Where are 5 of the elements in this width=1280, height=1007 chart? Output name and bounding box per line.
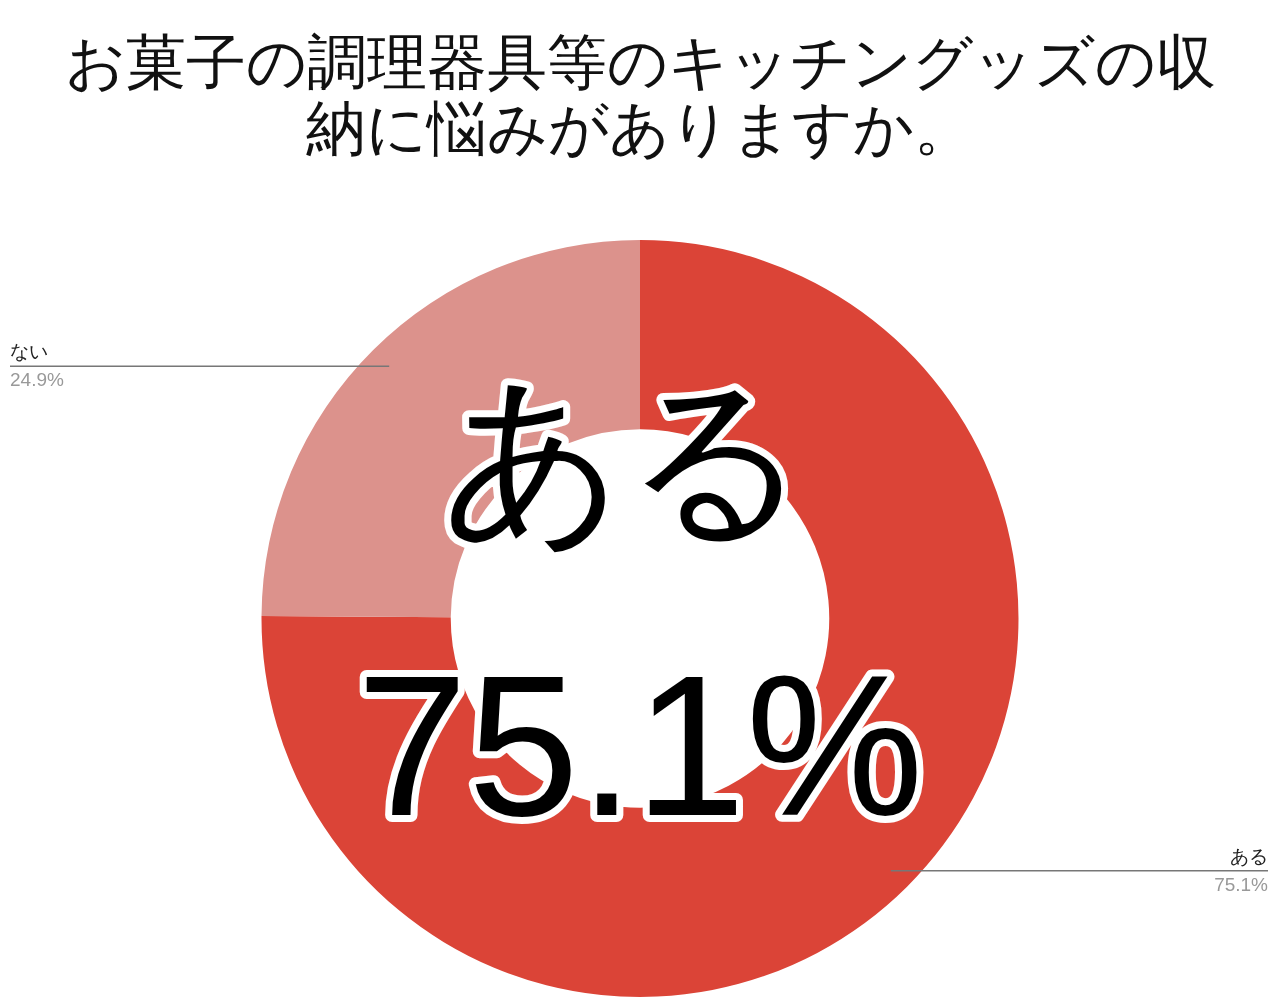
data-label: 75.1%	[1214, 873, 1269, 895]
data-label: 24.9%	[10, 368, 64, 390]
chart-title: お菓子の調理器具等のキッチングッズの収納に悩みがありますか。	[63, 29, 1217, 162]
slice-label: ない	[10, 340, 48, 362]
slice-label: ある	[1230, 845, 1268, 867]
